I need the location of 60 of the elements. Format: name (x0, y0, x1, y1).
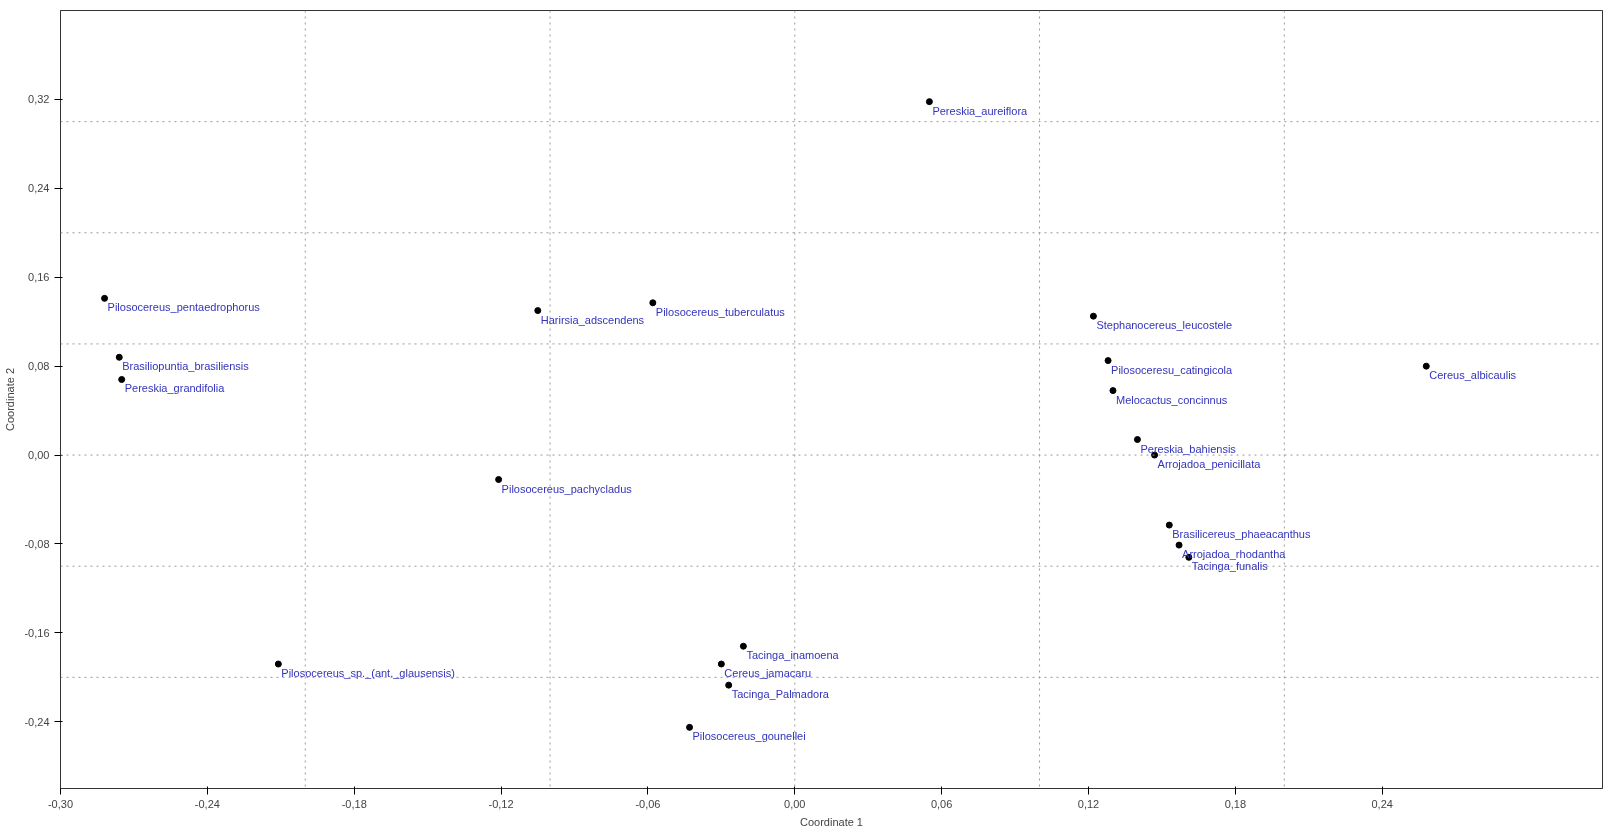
annotation: Tacinga_inamoena (746, 649, 840, 662)
point (118, 376, 126, 383)
annotation: Brasilicereus_phaeacanthus (1172, 528, 1311, 541)
y-tick-label: -0,24 (24, 715, 50, 728)
point (1089, 312, 1097, 320)
annotation: Pilosocereus_pentaedrophorus (107, 301, 261, 314)
x-tick-label: -0,30 (47, 797, 74, 810)
y-tick-label: -0,08 (24, 537, 50, 550)
annotation: Cereus_jamacaru (724, 667, 812, 680)
point (686, 723, 694, 731)
y-tick-label: -0,16 (24, 626, 50, 639)
y-tick-label: 0,16 (28, 271, 50, 284)
annotation: Tacinga_Palmadora (731, 688, 830, 701)
point (1133, 436, 1141, 444)
annotation: Pilosocereus_sp._(ant._glausensis) (281, 667, 455, 680)
annotation: Tacinga_funalis (1191, 560, 1269, 573)
point (274, 660, 282, 668)
annotation: Pilosoceresu_catingicola (1111, 363, 1234, 376)
x-tick-label: -0,12 (488, 797, 514, 810)
annotation: Cereus_albicaulis (1429, 369, 1517, 382)
point (717, 660, 725, 668)
annotation: Brasiliopuntia_brasiliensis (122, 360, 250, 373)
x-tick-label: 0,24 (1371, 797, 1393, 810)
point (725, 681, 733, 689)
annotation: Pilosocereus_gounellei (692, 730, 806, 743)
y-tick-label: 0,32 (28, 93, 50, 106)
point (739, 642, 747, 650)
point (1422, 362, 1430, 370)
point (1109, 387, 1117, 395)
point (495, 476, 503, 484)
x-tick-label: 0,00 (784, 797, 806, 810)
annotation: Pilosocereus_pachycladus (501, 482, 633, 495)
x-tick-label: 0,18 (1224, 797, 1247, 810)
annotation: Melocactus_concinnus (1115, 393, 1228, 406)
x-tick-label: 0,12 (1077, 797, 1100, 810)
x-axis-title: Coordinate 1 (800, 815, 864, 828)
y-tick-label: 0,00 (28, 449, 50, 462)
point (925, 98, 933, 106)
annotation: Arrojadoa_rhodantha (1182, 548, 1287, 561)
point (534, 307, 542, 315)
annotation: Pilosocereus_tuberculatus (655, 305, 786, 318)
y-tick-label: 0,24 (28, 182, 50, 195)
x-tick-label: 0,06 (930, 797, 953, 810)
annotation: Pereskia_grandifolia (124, 382, 226, 395)
point (101, 294, 109, 302)
annotation: Harirsia_adscendens (540, 313, 645, 326)
x-tick-label: -0,24 (194, 797, 220, 810)
point (649, 299, 657, 307)
point (115, 353, 123, 361)
point (1104, 357, 1112, 365)
annotation: Pereskia_bahiensis (1140, 442, 1237, 455)
y-axis-title: Coordinate 2 (4, 367, 17, 431)
point (1175, 541, 1183, 549)
annotation: Arrojadoa_penicillata (1157, 458, 1262, 471)
point (1165, 521, 1173, 529)
annotation: Pereskia_aureiflora (932, 104, 1029, 117)
x-tick-label: -0,18 (341, 797, 367, 810)
annotation: Stephanocereus_leucostele (1096, 319, 1233, 332)
y-tick-label: 0,08 (28, 360, 50, 373)
x-tick-label: -0,06 (635, 797, 661, 810)
